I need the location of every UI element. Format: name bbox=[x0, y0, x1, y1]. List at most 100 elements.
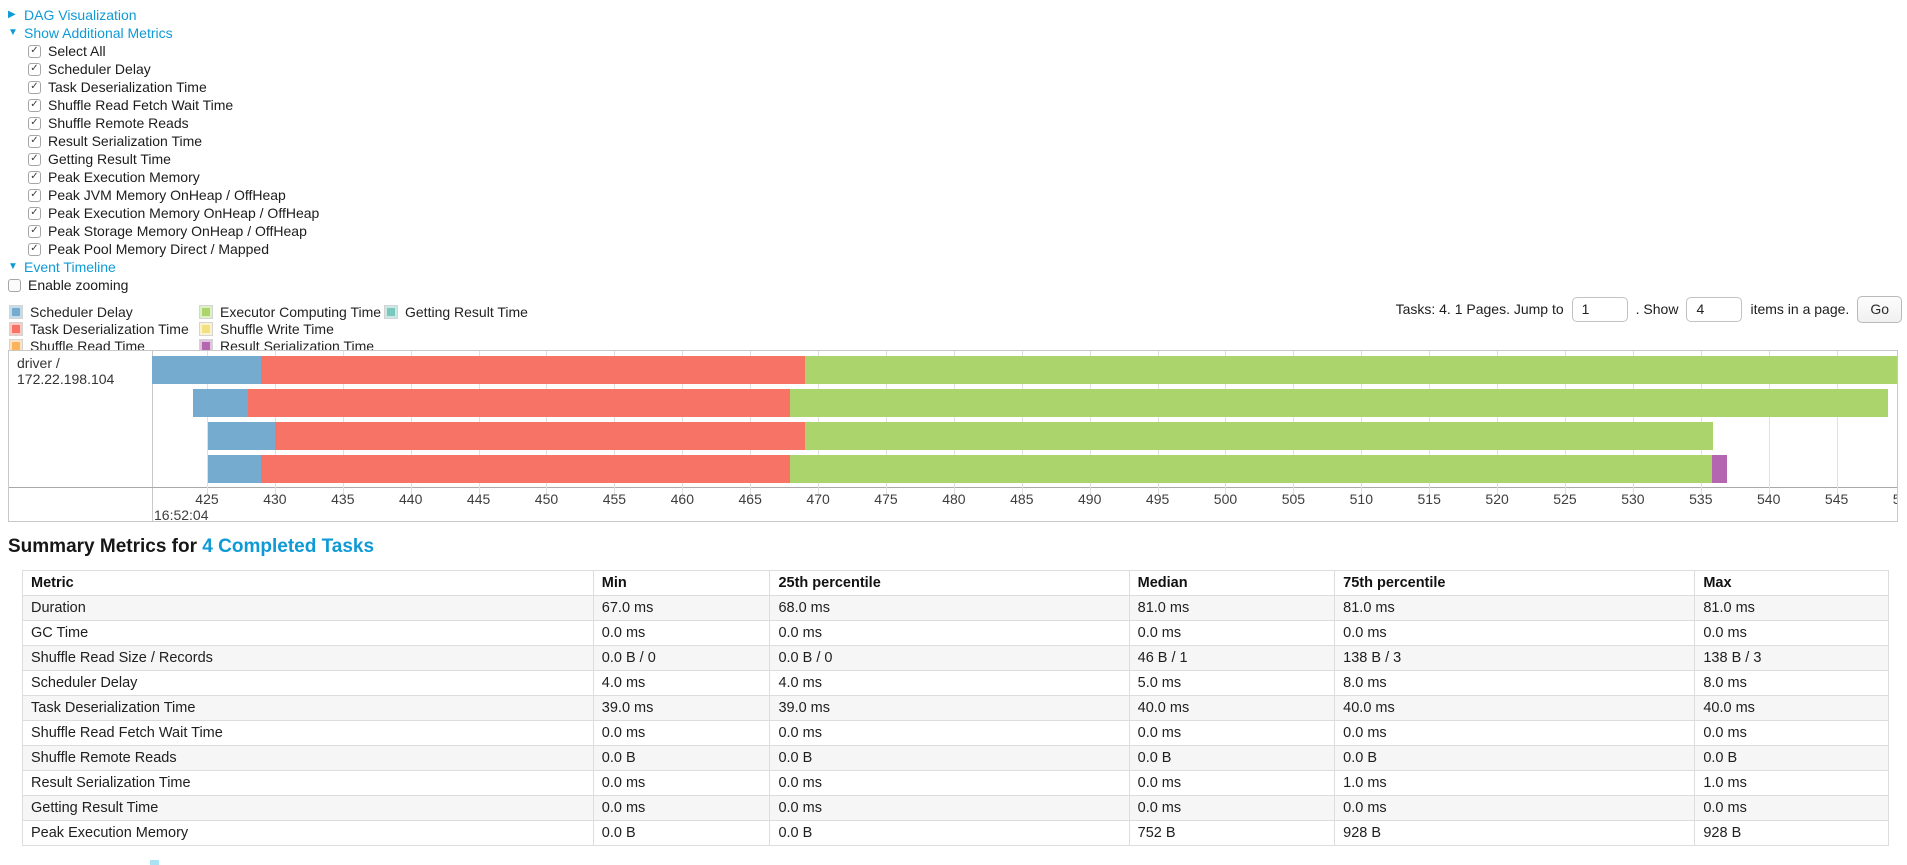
summary-metrics-title: Summary Metrics for 4 Completed Tasks bbox=[8, 536, 374, 558]
show-additional-metrics-toggle[interactable]: ▼ Show Additional Metrics bbox=[8, 24, 319, 42]
metric-value-cell: 0.0 ms bbox=[1694, 795, 1889, 821]
timeline-task-bar-segment[interactable] bbox=[274, 422, 805, 450]
metric-checkbox-label: Result Serialization Time bbox=[48, 133, 203, 149]
metric-value-cell: 0.0 ms bbox=[1128, 720, 1336, 746]
enable-zooming-label: Enable zooming bbox=[28, 277, 129, 293]
metric-value-cell: 81.0 ms bbox=[1128, 595, 1336, 621]
checkbox-checked-icon: ✓ bbox=[28, 206, 41, 220]
metric-name-cell: Peak Execution Memory bbox=[22, 820, 594, 846]
legend-column: Getting Result Time bbox=[384, 303, 528, 354]
metric-value-cell: 0.0 ms bbox=[592, 795, 771, 821]
legend-label: Task Deserialization Time bbox=[30, 320, 189, 337]
metric-value-cell: 4.0 ms bbox=[592, 670, 771, 696]
metric-checkbox-row[interactable]: ✓ Result Serialization Time bbox=[28, 132, 319, 150]
legend-swatch-icon bbox=[384, 304, 398, 319]
timeline-task-bar-segment[interactable] bbox=[261, 455, 790, 483]
table-row: Shuffle Read Size / Records 0.0 B / 0 0.0 … bbox=[22, 645, 1889, 671]
table-row: Shuffle Read Fetch Wait Time 0.0 ms 0.0 ms… bbox=[22, 720, 1889, 746]
metric-value-cell: 8.0 ms bbox=[1334, 670, 1696, 696]
enable-zooming-checkbox-row[interactable]: Enable zooming bbox=[8, 276, 319, 294]
metric-value-cell: 39.0 ms bbox=[592, 695, 771, 721]
metric-value-cell: 0.0 B / 0 bbox=[592, 645, 771, 671]
timeline-task-bar-segment[interactable] bbox=[789, 455, 1712, 483]
timeline-task-bar-segment[interactable] bbox=[789, 389, 1889, 417]
metric-name-cell: Scheduler Delay bbox=[22, 670, 594, 696]
expanded-arrow-icon: ▼ bbox=[8, 261, 18, 272]
table-row: Duration 67.0 ms 68.0 ms 81.0 ms 81.0 ms 81.0… bbox=[22, 595, 1889, 621]
go-button[interactable]: Go bbox=[1857, 295, 1902, 323]
metric-checkbox-row[interactable]: ✓ Shuffle Read Fetch Wait Time bbox=[28, 96, 319, 114]
items-per-page-input[interactable] bbox=[1686, 296, 1743, 322]
timeline-task-bar-segment[interactable] bbox=[1711, 455, 1727, 483]
summary-title-prefix: Summary Metrics for bbox=[8, 536, 198, 557]
metric-checkbox-label: Getting Result Time bbox=[48, 151, 171, 167]
axis-tick-label: 515 bbox=[1417, 491, 1441, 507]
metric-value-cell: 928 B bbox=[1694, 820, 1889, 846]
jump-to-page-input[interactable] bbox=[1571, 296, 1628, 322]
metric-value-cell: 0.0 B bbox=[1128, 745, 1336, 771]
table-header-cell: 75th percentile bbox=[1334, 570, 1696, 596]
checkbox-checked-icon: ✓ bbox=[28, 44, 41, 58]
metric-checkbox-row[interactable]: ✓ Shuffle Remote Reads bbox=[28, 114, 319, 132]
metric-checkbox-label: Shuffle Remote Reads bbox=[48, 115, 189, 131]
axis-tick-label: 425 bbox=[195, 491, 219, 507]
legend-label: Getting Result Time bbox=[405, 303, 528, 320]
table-row: Getting Result Time 0.0 ms 0.0 ms 0.0 ms 0.0… bbox=[22, 795, 1889, 821]
event-timeline-toggle[interactable]: ▼ Event Timeline bbox=[8, 258, 319, 276]
metric-checkbox-row[interactable]: ✓ Peak Pool Memory Direct / Mapped bbox=[28, 240, 319, 258]
completed-tasks-link[interactable]: 4 Completed Tasks bbox=[202, 536, 375, 557]
timeline-task-bar-segment[interactable] bbox=[247, 389, 790, 417]
metric-value-cell: 0.0 B bbox=[769, 820, 1130, 846]
axis-tick-label: 535 bbox=[1689, 491, 1713, 507]
metric-checkbox-row[interactable]: ✓ Peak Execution Memory bbox=[28, 168, 319, 186]
show-text: . Show bbox=[1635, 301, 1679, 317]
metric-checkbox-row[interactable]: ✓ Peak Storage Memory OnHeap / OffHeap bbox=[28, 222, 319, 240]
timeline-task-bar-segment[interactable] bbox=[804, 422, 1714, 450]
metric-value-cell: 0.0 ms bbox=[1334, 795, 1696, 821]
metric-name-cell: Duration bbox=[22, 595, 594, 621]
dag-visualization-toggle[interactable]: ▶ DAG Visualization bbox=[8, 6, 319, 24]
metric-checkbox-row[interactable]: ✓ Select All bbox=[28, 42, 319, 60]
metric-checkbox-row[interactable]: ✓ Task Deserialization Time bbox=[28, 78, 319, 96]
axis-tick-label: 505 bbox=[1281, 491, 1306, 507]
table-row: Result Serialization Time 0.0 ms 0.0 ms 0.0… bbox=[22, 770, 1889, 796]
axis-tick-label: 530 bbox=[1621, 491, 1645, 507]
clipped-content-below bbox=[150, 860, 159, 865]
metric-checkbox-label: Peak Storage Memory OnHeap / OffHeap bbox=[48, 223, 307, 239]
metric-name-cell: Getting Result Time bbox=[22, 795, 594, 821]
metric-name-cell: Shuffle Read Fetch Wait Time bbox=[22, 720, 594, 746]
legend-label: Scheduler Delay bbox=[30, 303, 133, 320]
axis-tick-label: 475 bbox=[874, 491, 898, 507]
timeline-task-bar-segment[interactable] bbox=[804, 356, 1897, 384]
timeline-task-bar-segment[interactable] bbox=[193, 389, 248, 417]
axis-tick-label: 485 bbox=[1010, 491, 1034, 507]
metric-value-cell: 0.0 B bbox=[769, 745, 1130, 771]
timeline-task-bar-segment[interactable] bbox=[261, 356, 805, 384]
show-additional-metrics-label: Show Additional Metrics bbox=[24, 25, 173, 41]
metric-value-cell: 138 B / 3 bbox=[1694, 645, 1889, 671]
metric-value-cell: 67.0 ms bbox=[592, 595, 771, 621]
timeline-task-bar-segment[interactable] bbox=[152, 356, 262, 384]
table-row: GC Time 0.0 ms 0.0 ms 0.0 ms 0.0 ms 0.0 ms bbox=[22, 620, 1889, 646]
metric-value-cell: 40.0 ms bbox=[1334, 695, 1696, 721]
table-header-cell: 25th percentile bbox=[769, 570, 1130, 596]
timeline-task-bar-segment[interactable] bbox=[208, 422, 275, 450]
metric-value-cell: 928 B bbox=[1334, 820, 1696, 846]
timeline-legend: Scheduler Delay Task Deserialization Time… bbox=[9, 303, 528, 354]
table-row: Scheduler Delay 4.0 ms 4.0 ms 5.0 ms 8.0 ms 8… bbox=[22, 670, 1889, 696]
metric-checkbox-label: Peak Pool Memory Direct / Mapped bbox=[48, 241, 269, 257]
metric-checkbox-row[interactable]: ✓ Peak JVM Memory OnHeap / OffHeap bbox=[28, 186, 319, 204]
metric-name-cell: Shuffle Remote Reads bbox=[22, 745, 594, 771]
gridline bbox=[206, 351, 208, 495]
legend-item: Executor Computing Time bbox=[199, 303, 385, 320]
metric-checkbox-row[interactable]: ✓ Getting Result Time bbox=[28, 150, 319, 168]
metric-checkbox-row[interactable]: ✓ Peak Execution Memory OnHeap / OffHeap bbox=[28, 204, 319, 222]
axis-tick-label: 545 bbox=[1824, 491, 1849, 507]
metric-checkbox-row[interactable]: ✓ Scheduler Delay bbox=[28, 60, 319, 78]
timeline-task-bar-segment[interactable] bbox=[208, 455, 262, 483]
axis-tick-label: 510 bbox=[1349, 491, 1373, 507]
items-in-page-text: items in a page. bbox=[1750, 301, 1850, 317]
checkbox-checked-icon: ✓ bbox=[28, 242, 41, 256]
metric-value-cell: 0.0 ms bbox=[769, 620, 1130, 646]
legend-label: Shuffle Read Time bbox=[30, 337, 145, 354]
